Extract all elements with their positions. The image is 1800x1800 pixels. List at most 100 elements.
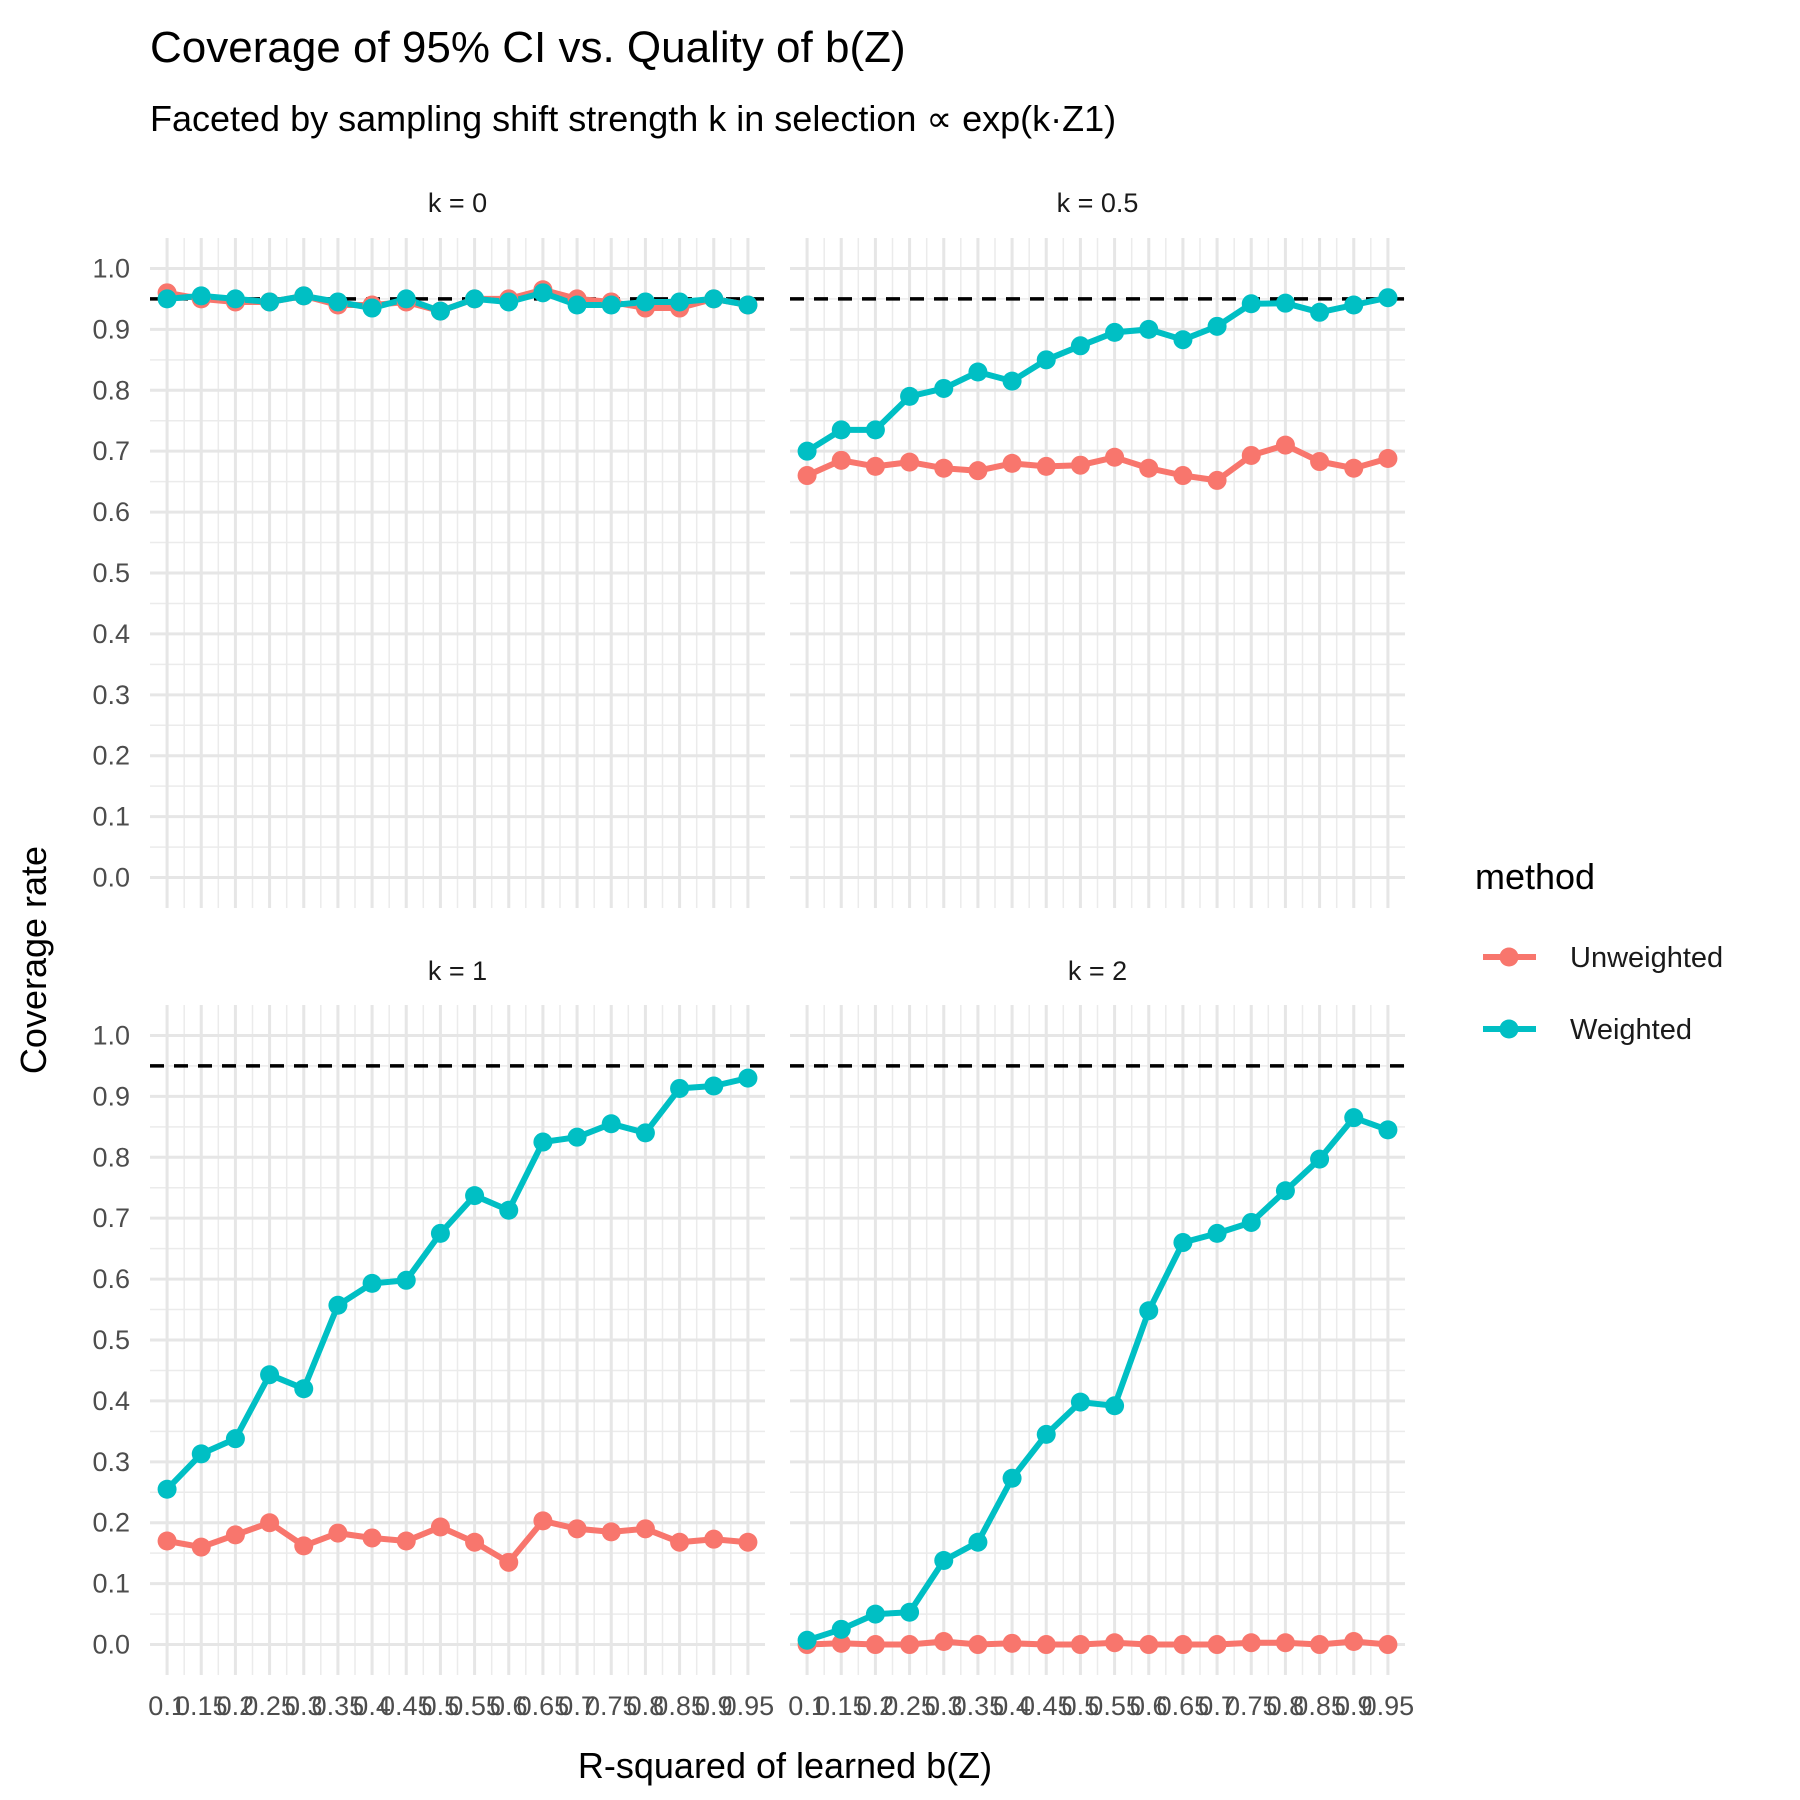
data-point [1344, 1108, 1364, 1128]
data-point [797, 466, 817, 486]
data-point [362, 1273, 382, 1293]
data-point [1310, 1149, 1330, 1169]
x-tick-label: 0.5 [1062, 1691, 1100, 1721]
data-point [567, 295, 587, 315]
data-point [1310, 1635, 1330, 1655]
data-point [1002, 1633, 1022, 1653]
data-point [260, 1513, 280, 1533]
data-point [670, 292, 690, 312]
y-tick-label: 0.1 [92, 1569, 130, 1599]
data-point [1378, 1635, 1398, 1655]
y-tick-label: 0.3 [92, 680, 130, 710]
chart-title: Coverage of 95% CI vs. Quality of b(Z) [150, 23, 906, 72]
data-point [1310, 302, 1330, 322]
data-point [1002, 371, 1022, 391]
y-tick-label: 0.5 [92, 558, 130, 588]
data-point [1070, 336, 1090, 356]
facet-label: k = 0 [428, 188, 487, 218]
data-point [831, 450, 851, 470]
data-point [968, 1532, 988, 1552]
data-point [1105, 447, 1125, 467]
data-point [865, 456, 885, 476]
x-tick-label: 0.85 [653, 1691, 706, 1721]
data-point [430, 1223, 450, 1243]
y-tick-label: 0.7 [92, 1203, 130, 1233]
data-point [1139, 319, 1159, 339]
data-point [670, 1532, 690, 1552]
x-tick-label: 0.5 [422, 1691, 460, 1721]
x-tick-label: 0.45 [380, 1691, 433, 1721]
data-point [797, 1630, 817, 1650]
y-tick-label: 0.7 [92, 436, 130, 466]
facet-panels: k = 00.00.10.20.30.40.50.60.70.80.91.0k … [92, 188, 1414, 1721]
x-tick-label: 0.45 [1020, 1691, 1073, 1721]
data-point [831, 1633, 851, 1653]
y-tick-label: 0.2 [92, 1508, 130, 1538]
data-point [157, 289, 177, 309]
data-point [225, 1525, 245, 1545]
facet-panel: k = 1 0.0 0.1 0.2 0.3 0.4 0.5 0.6 0.7 0.8 0.9 1.0 0.… [92, 956, 774, 1721]
y-tick-label: 0.2 [92, 741, 130, 771]
x-tick-label: 0.55 [1088, 1691, 1141, 1721]
data-point [968, 362, 988, 382]
data-point [670, 1078, 690, 1098]
data-point [225, 1429, 245, 1449]
data-point [533, 283, 553, 303]
x-tick-label: 0.2 [217, 1691, 255, 1721]
data-point [1241, 294, 1261, 314]
x-tick-label: 0.65 [517, 1691, 570, 1721]
y-tick-label: 0.4 [92, 619, 130, 649]
data-point [1344, 1632, 1364, 1651]
data-point [396, 1270, 416, 1290]
data-point [635, 292, 655, 312]
facet-panel: k = 0 0.0 0.1 0.2 0.3 0.4 0.5 0.6 0.7 0.8 0.9 1.0 [92, 188, 765, 908]
data-point [1002, 1468, 1022, 1488]
data-point [738, 295, 758, 315]
data-point [1036, 1424, 1056, 1444]
x-tick-label: 0.85 [1293, 1691, 1346, 1721]
data-point [934, 378, 954, 398]
legend: method Unweighted Weighted [1475, 856, 1723, 1046]
data-point [1105, 1396, 1125, 1416]
data-point [704, 289, 724, 309]
data-point [396, 289, 416, 309]
data-point [968, 1635, 988, 1655]
data-point [1207, 1223, 1227, 1243]
x-tick-label: 0.25 [883, 1691, 936, 1721]
data-point [191, 1444, 211, 1464]
data-point [1139, 458, 1159, 478]
data-point [1139, 1635, 1159, 1655]
data-point [1002, 453, 1022, 473]
data-point [1070, 1635, 1090, 1655]
x-tick-label: 0.65 [1157, 1691, 1210, 1721]
data-point [225, 289, 245, 309]
data-point [1378, 1120, 1398, 1140]
data-point [191, 286, 211, 306]
data-point [567, 1519, 587, 1539]
data-point [1070, 455, 1090, 475]
data-point [191, 1537, 211, 1557]
data-point [328, 292, 348, 312]
y-tick-label: 0.0 [92, 863, 130, 893]
data-point [1036, 350, 1056, 370]
data-point [601, 1114, 621, 1134]
data-point [1310, 452, 1330, 472]
data-point [635, 1123, 655, 1143]
y-tick-label: 0.9 [92, 1081, 130, 1111]
y-axis-title: Coverage rate [13, 846, 54, 1074]
y-tick-label: 0.3 [92, 1447, 130, 1477]
data-point [260, 292, 280, 312]
data-point [900, 452, 920, 472]
y-tick-label: 0.4 [92, 1386, 130, 1416]
data-point [430, 1517, 450, 1537]
y-tick-label: 0.6 [92, 1264, 130, 1294]
data-point [704, 1076, 724, 1096]
data-point [1378, 448, 1398, 468]
data-point [635, 1519, 655, 1539]
data-point [362, 1528, 382, 1548]
facet-label: k = 1 [428, 956, 487, 986]
x-tick-label: 0.6 [490, 1691, 528, 1721]
data-point [831, 1619, 851, 1639]
data-point [865, 1604, 885, 1624]
